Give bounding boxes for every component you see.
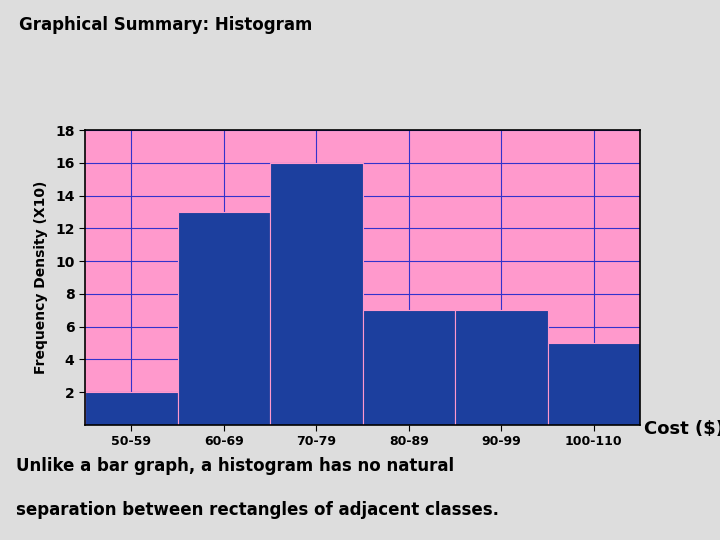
Bar <box>455 310 547 425</box>
Bar <box>547 343 640 425</box>
Bar <box>178 212 270 425</box>
Bar <box>362 310 455 425</box>
Text: Cost ($): Cost ($) <box>644 420 720 438</box>
Text: Graphical Summary: Histogram: Graphical Summary: Histogram <box>19 16 312 34</box>
Y-axis label: Frequency Density (X10): Frequency Density (X10) <box>34 181 48 374</box>
Bar <box>85 392 178 425</box>
Bar <box>270 163 362 425</box>
Text: Unlike a bar graph, a histogram has no natural: Unlike a bar graph, a histogram has no n… <box>17 457 454 475</box>
Text: separation between rectangles of adjacent classes.: separation between rectangles of adjacen… <box>17 501 500 519</box>
